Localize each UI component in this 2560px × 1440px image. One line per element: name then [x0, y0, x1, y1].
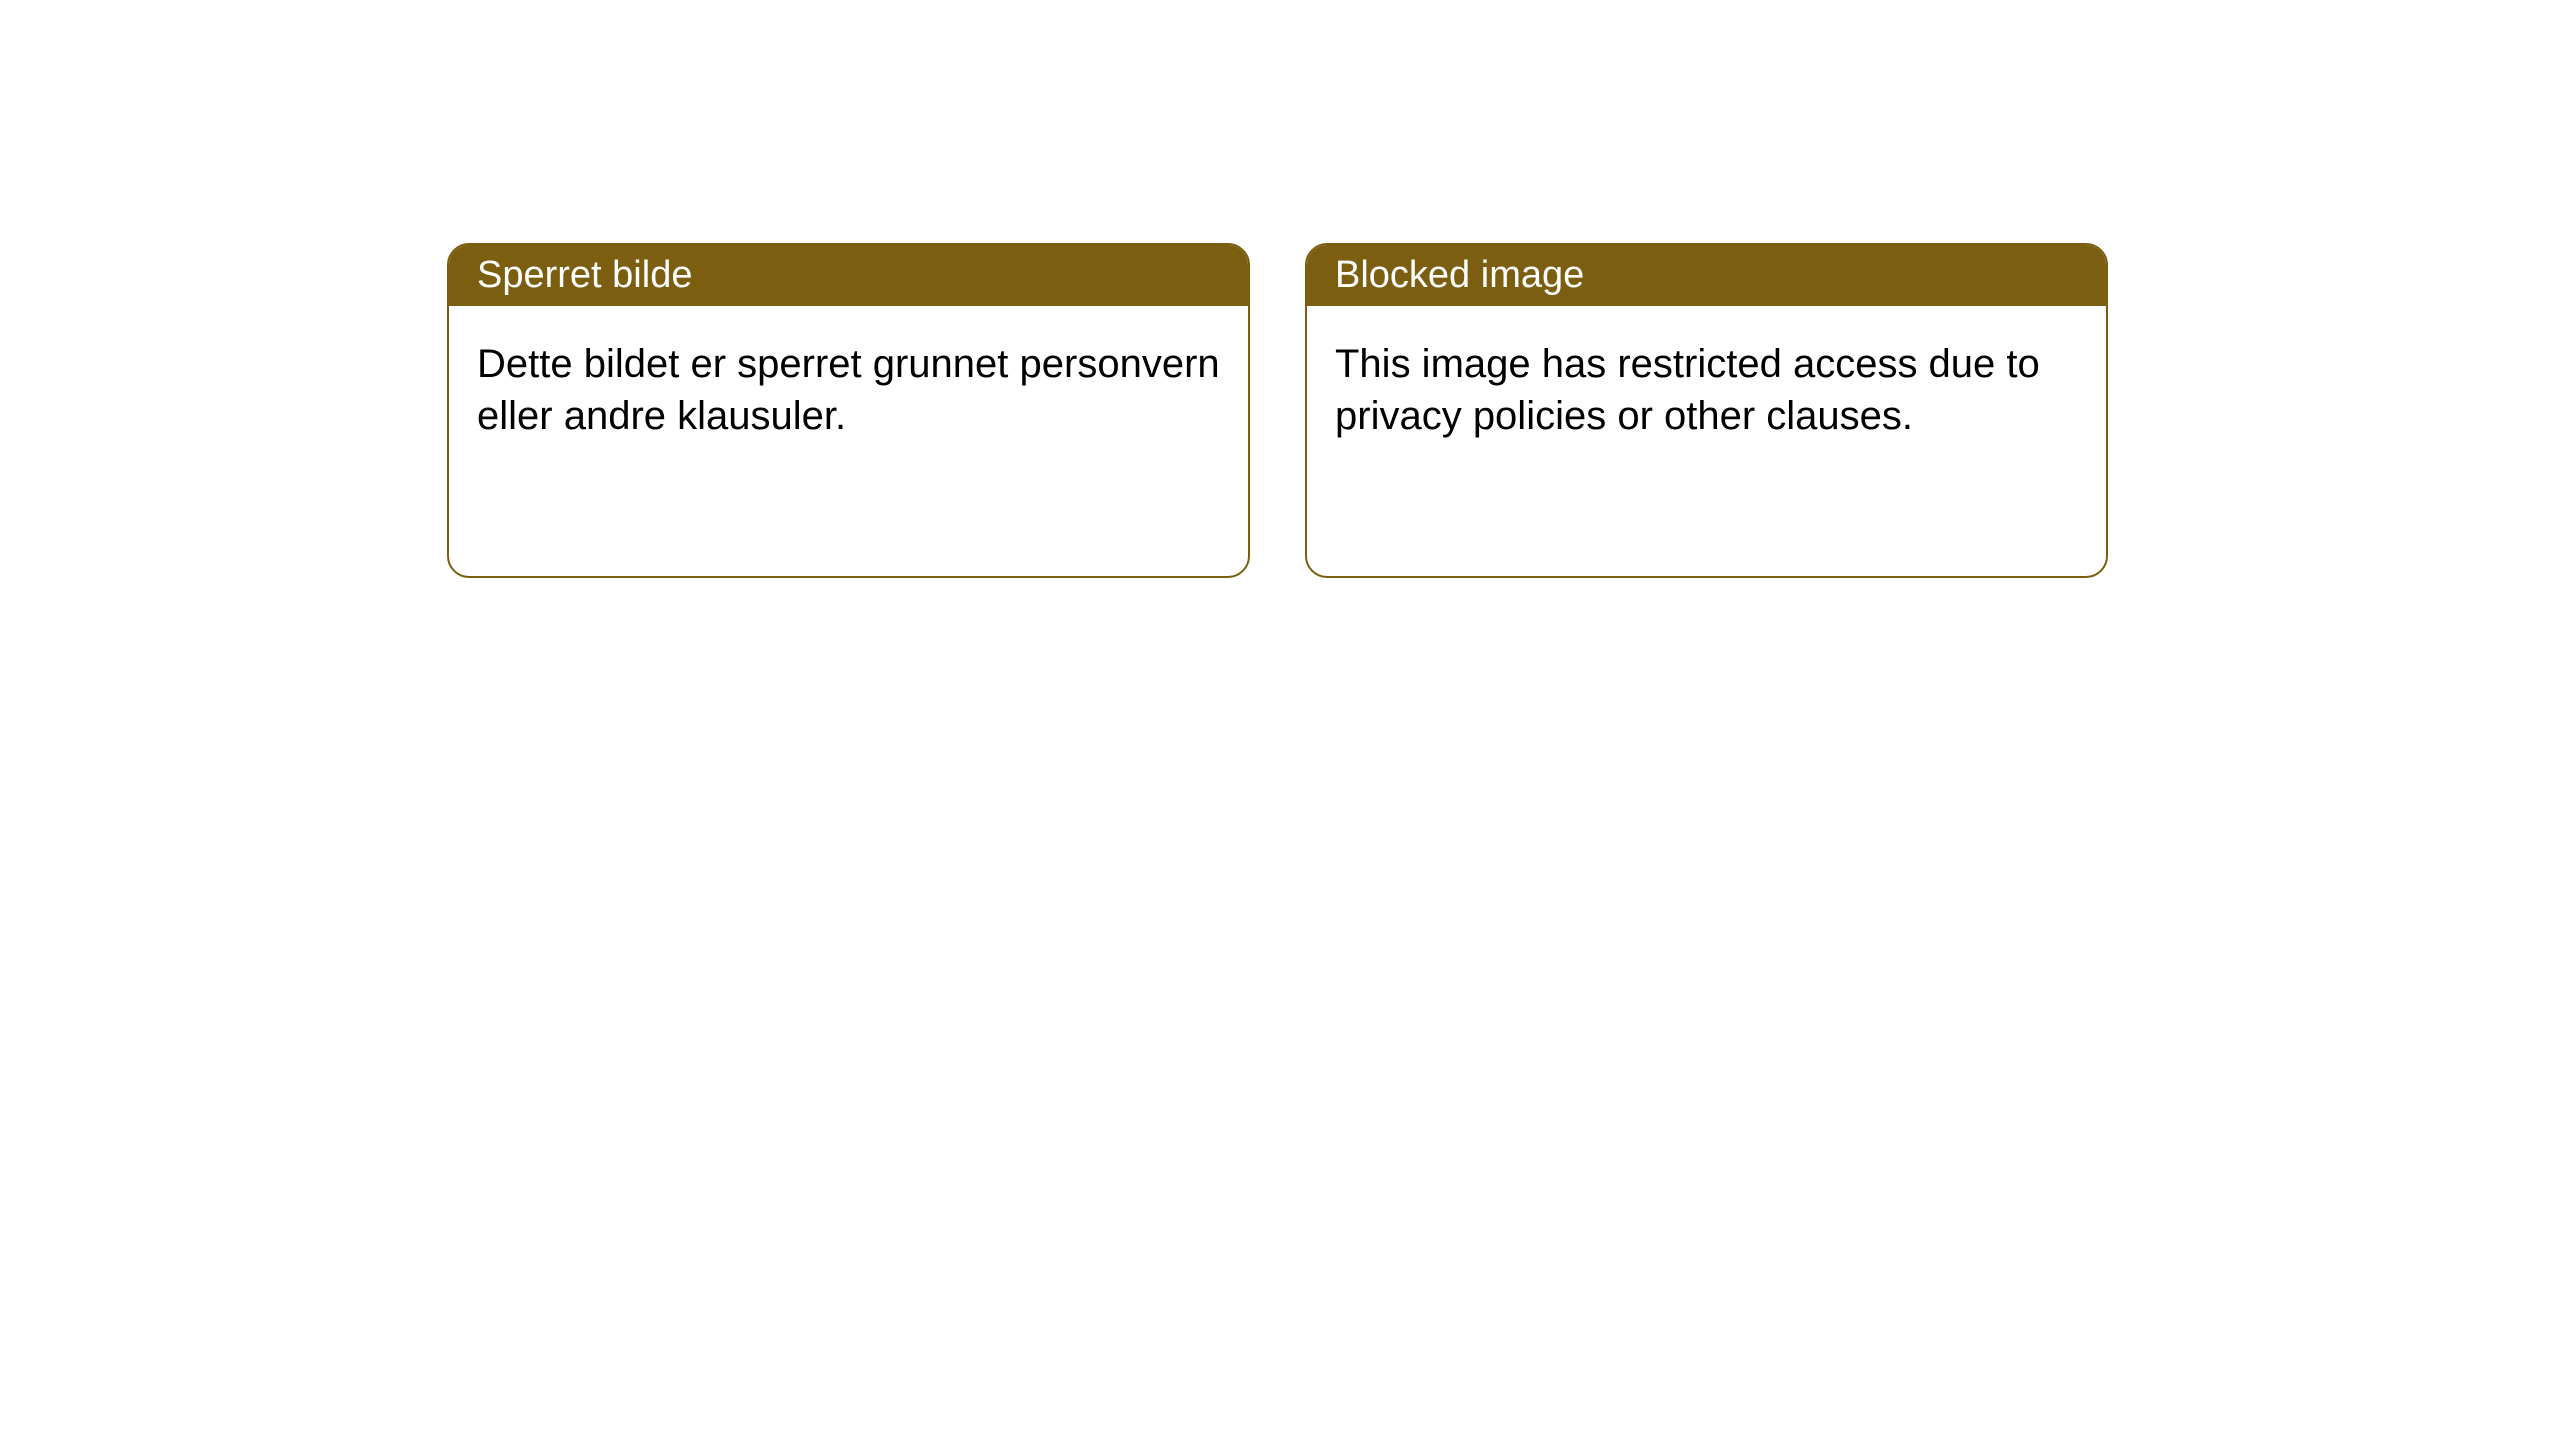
notice-card-english: Blocked image This image has restricted …: [1305, 243, 2108, 578]
notice-header-norwegian: Sperret bilde: [449, 245, 1248, 306]
notice-card-norwegian: Sperret bilde Dette bildet er sperret gr…: [447, 243, 1250, 578]
notice-container: Sperret bilde Dette bildet er sperret gr…: [447, 243, 2108, 578]
notice-body-norwegian: Dette bildet er sperret grunnet personve…: [449, 306, 1248, 474]
notice-body-english: This image has restricted access due to …: [1307, 306, 2106, 474]
notice-header-english: Blocked image: [1307, 245, 2106, 306]
